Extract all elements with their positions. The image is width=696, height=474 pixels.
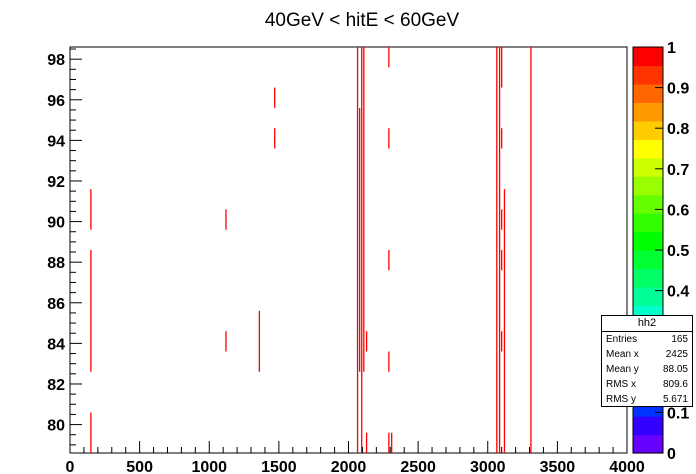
colorbar-tick-label: 0.7 [667,162,689,179]
x-tick-label: 500 [126,459,153,474]
stats-label: Entries [606,334,638,345]
colorbar-tick-label: 0.1 [667,405,689,422]
stats-label: Mean y [606,364,639,375]
plot-frame [69,46,628,454]
colorbar-swatch [633,120,663,140]
stats-label: RMS x [606,379,636,390]
stats-value: 809.6 [662,379,688,390]
colorbar-swatch [633,286,663,306]
colorbar-swatch [633,102,663,122]
stats-value: 2425 [665,349,688,360]
colorbar-swatch [633,194,663,214]
colorbar-swatch [633,416,663,436]
colorbar-swatch [633,268,663,288]
colorbar-swatch [633,231,663,251]
colorbar-swatch [633,250,663,270]
stats-name: hh2 [602,316,692,332]
colorbar-swatch [633,157,663,177]
x-tick-label: 1500 [261,459,297,474]
plot-area [69,46,628,454]
colorbar-tick-label: 0.9 [667,81,689,98]
colorbar-tick-label: 0.8 [667,121,689,138]
y-tick-label: 94 [47,133,65,150]
colorbar-tick-label: 1 [667,40,676,57]
x-tick-label: 1000 [191,459,227,474]
colorbar-swatch [633,213,663,233]
stats-row-mean-y: Mean y 88.05 [602,362,692,377]
x-tick-label: 4000 [609,459,645,474]
y-tick-label: 90 [47,215,65,232]
colorbar-tick-label: 0.4 [667,284,689,301]
x-axis: 0 500 1000 1500 2000 2500 3000 3500 4000 [66,441,645,474]
y-tick-label: 96 [47,93,65,110]
x-tick-label: 3000 [470,459,506,474]
y-axis: 80 82 84 86 88 90 92 94 96 98 [47,48,82,446]
colorbar-tick-label: 0 [667,446,676,463]
colorbar-tick-label: 0.6 [667,202,689,219]
colorbar-swatch [633,47,663,67]
colorbar-swatch [633,176,663,196]
chart-title: 40GeV < hitE < 60GeV [265,10,460,31]
y-tick-label: 98 [47,52,65,69]
x-tick-label: 2000 [331,459,367,474]
colorbar-swatch [633,65,663,85]
stats-row-rms-y: RMS y 5.671 [602,392,692,407]
x-tick-label: 3500 [540,459,576,474]
stats-label: Mean x [606,349,639,360]
y-tick-label: 86 [47,296,65,313]
colorbar-swatch [633,434,663,454]
stats-value: 5.671 [662,394,688,405]
colorbar-swatch [633,83,663,103]
x-tick-label: 0 [66,459,75,474]
stats-label: RMS y [606,394,636,405]
y-tick-label: 80 [47,418,65,435]
colorbar-tick-label: 0.5 [667,243,689,260]
stats-row-rms-x: RMS x 809.6 [602,377,692,392]
colorbar-swatch [633,139,663,159]
stats-row-entries: Entries 165 [602,332,692,347]
y-tick-label: 84 [47,336,65,353]
stats-row-mean-x: Mean x 2425 [602,347,692,362]
y-tick-label: 88 [47,255,65,272]
stats-value: 88.05 [662,364,688,375]
y-tick-label: 92 [47,174,65,191]
stats-box: hh2 Entries 165 Mean x 2425 Mean y 88.05… [601,315,693,407]
stats-value: 165 [671,334,688,345]
x-tick-label: 2500 [400,459,436,474]
y-tick-label: 82 [47,377,65,394]
